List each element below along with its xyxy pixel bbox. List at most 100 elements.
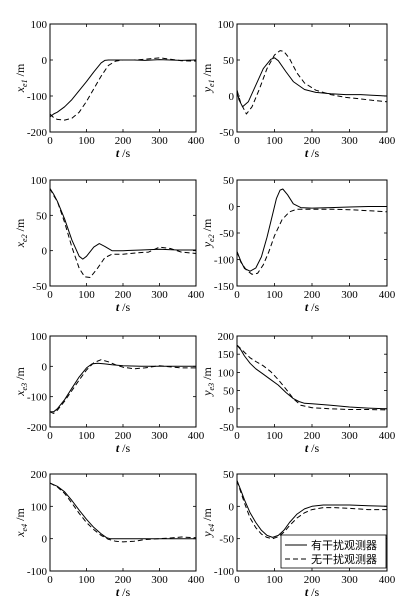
x-axis-label: t /s: [116, 585, 131, 599]
plot-frame: [236, 335, 388, 428]
y-tick-label: 0: [42, 246, 48, 258]
y-tick-label: 100: [31, 19, 48, 31]
x-tick-label: 400: [379, 574, 396, 586]
series-line-with-observer: [49, 188, 196, 260]
y-tick-label: 100: [31, 501, 48, 513]
y-tick-label: 50: [223, 55, 235, 67]
x-tick-label: 300: [151, 135, 168, 147]
x-tick-label: 100: [266, 574, 283, 586]
y-tick-label: 50: [223, 386, 235, 398]
x-tick-label: 200: [115, 574, 132, 586]
y-tick-label: -200: [27, 422, 48, 434]
series-line-without-observer: [49, 57, 197, 121]
y-tick-label: -200: [27, 127, 48, 139]
y-axis-label: ye3 /m: [200, 367, 216, 397]
x-tick-label: 200: [304, 574, 321, 586]
x-tick-label: 400: [188, 289, 205, 301]
y-axis-label: xe4 /m: [13, 508, 29, 538]
plot-frame: [49, 179, 197, 287]
y-tick-label: 50: [223, 469, 235, 481]
y-tick-label: 50: [36, 210, 48, 222]
x-axis-label: t /s: [305, 300, 320, 314]
x-tick-label: 0: [234, 430, 240, 442]
y-tick-label: 200: [31, 469, 48, 481]
series-line-without-observer: [49, 188, 197, 278]
y-tick-label: -50: [219, 127, 234, 139]
series-line-without-observer: [236, 208, 388, 275]
x-tick-label: 400: [188, 135, 205, 147]
y-tick-label: 0: [229, 404, 235, 416]
x-tick-label: 0: [234, 289, 240, 301]
panel-5: 0 100 200 300 400 -200 -100 0 100 t /s xe3 /m: [13, 331, 205, 455]
series-line-with-observer: [236, 188, 387, 272]
series-line-without-observer: [236, 344, 388, 411]
series-line-with-observer: [236, 344, 388, 410]
x-tick-label: 0: [47, 574, 53, 586]
series-line-with-observer: [49, 482, 196, 540]
y-tick-label: 100: [31, 331, 48, 343]
y-tick-label: 200: [218, 331, 235, 343]
series-line-with-observer: [50, 362, 196, 413]
x-tick-label: 200: [304, 430, 321, 442]
series-line-with-observer: [236, 480, 388, 538]
y-tick-label: -50: [219, 534, 234, 546]
y-tick-label: 100: [218, 367, 235, 379]
series-line-with-observer: [49, 59, 197, 118]
y-tick-label: 0: [229, 91, 235, 103]
x-axis-label: t /s: [116, 146, 131, 160]
series-line-without-observer: [236, 50, 388, 115]
y-axis-label: xe1 /m: [13, 63, 29, 93]
x-tick-label: 200: [115, 135, 132, 147]
y-tick-label: -100: [214, 255, 235, 267]
x-tick-label: 0: [47, 430, 53, 442]
plot-frame: [49, 473, 197, 572]
y-axis-label: xe2 /m: [13, 218, 29, 248]
panel-8: 0 100 200 300 400 -100 -50 0 50 t /s ye4 /m: [200, 469, 396, 599]
x-axis-label: t /s: [305, 146, 320, 160]
x-tick-label: 200: [115, 430, 132, 442]
y-axis-label: xe3 /m: [13, 367, 29, 397]
x-tick-label: 0: [234, 574, 240, 586]
x-tick-label: 200: [304, 135, 321, 147]
y-tick-label: 0: [42, 55, 48, 67]
y-tick-label: -100: [27, 91, 48, 103]
legend-box: [280, 534, 387, 569]
plot-frame: [236, 179, 388, 287]
x-tick-label: 100: [78, 289, 95, 301]
panel-4: 0 100 200 300 400 -150 -100 -50 0 50 t /s ye2 /m: [200, 175, 396, 314]
y-tick-label: -50: [32, 281, 47, 293]
y-axis-label: ye4 /m: [200, 508, 216, 538]
legend-label-2: 无干扰观测器: [311, 552, 377, 566]
x-tick-label: 0: [47, 135, 53, 147]
x-tick-label: 100: [78, 135, 95, 147]
x-tick-label: 200: [115, 289, 132, 301]
x-tick-label: 400: [188, 574, 205, 586]
x-tick-label: 400: [379, 289, 396, 301]
y-axis-label: ye1 /m: [200, 63, 216, 93]
x-tick-label: 300: [341, 574, 358, 586]
x-tick-label: 400: [379, 430, 396, 442]
x-tick-label: 300: [341, 289, 358, 301]
x-axis-label: t /s: [116, 300, 131, 314]
series-line-without-observer: [236, 480, 387, 540]
x-axis-label: t /s: [305, 441, 320, 455]
y-tick-label: 0: [42, 534, 48, 546]
x-tick-label: 400: [379, 135, 396, 147]
y-tick-label: -50: [219, 422, 234, 434]
x-tick-label: 400: [188, 430, 205, 442]
series-line-with-observer: [236, 57, 388, 108]
y-tick-label: 0: [229, 501, 235, 513]
x-axis-label: t /s: [305, 585, 320, 599]
x-tick-label: 0: [234, 135, 240, 147]
y-tick-label: 150: [218, 349, 235, 361]
x-tick-label: 100: [266, 289, 283, 301]
y-axis-label: ye2 /m: [200, 218, 216, 248]
x-tick-label: 100: [266, 430, 283, 442]
plot-frame: [49, 23, 197, 133]
y-tick-label: 50: [223, 175, 235, 187]
